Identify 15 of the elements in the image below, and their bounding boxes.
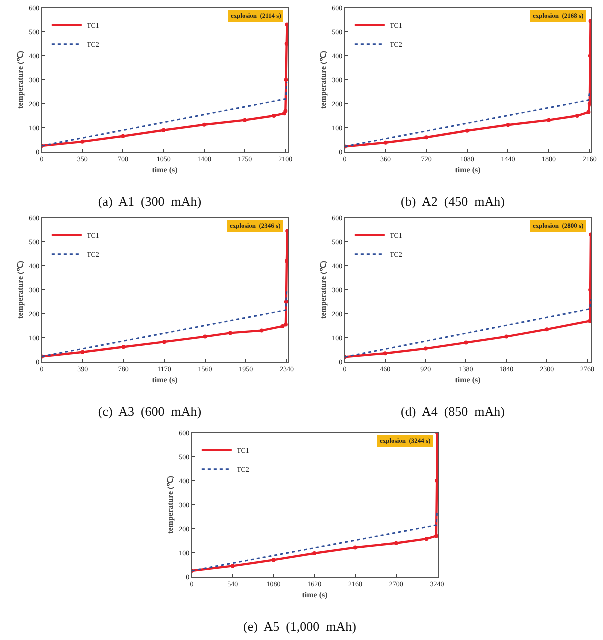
x-axis-title: time (s) [152,376,178,384]
y-axis-title: temperature (℃) [318,260,328,319]
text: (c) A3 (600 mAh) [98,404,202,419]
text: (b) A2 (450 mAh) [401,194,505,209]
y-axis-title: temperature (℃) [166,476,175,534]
x-axis-title: time (s) [455,376,482,384]
y-axis-title: temperature (℃) [16,50,25,109]
x-axis-title: time (s) [455,166,482,174]
text: (d) A4 (850 mAh) [401,404,505,419]
x-axis-title: time (s) [152,166,178,174]
text: (a) A1 (300 mAh) [98,194,202,209]
x-axis-title: time (s) [302,590,328,600]
text: (e) A5 (1,000 mAh) [243,618,357,634]
y-axis-title: temperature (℃) [16,260,25,319]
y-axis-title: temperature (℃) [318,50,328,109]
